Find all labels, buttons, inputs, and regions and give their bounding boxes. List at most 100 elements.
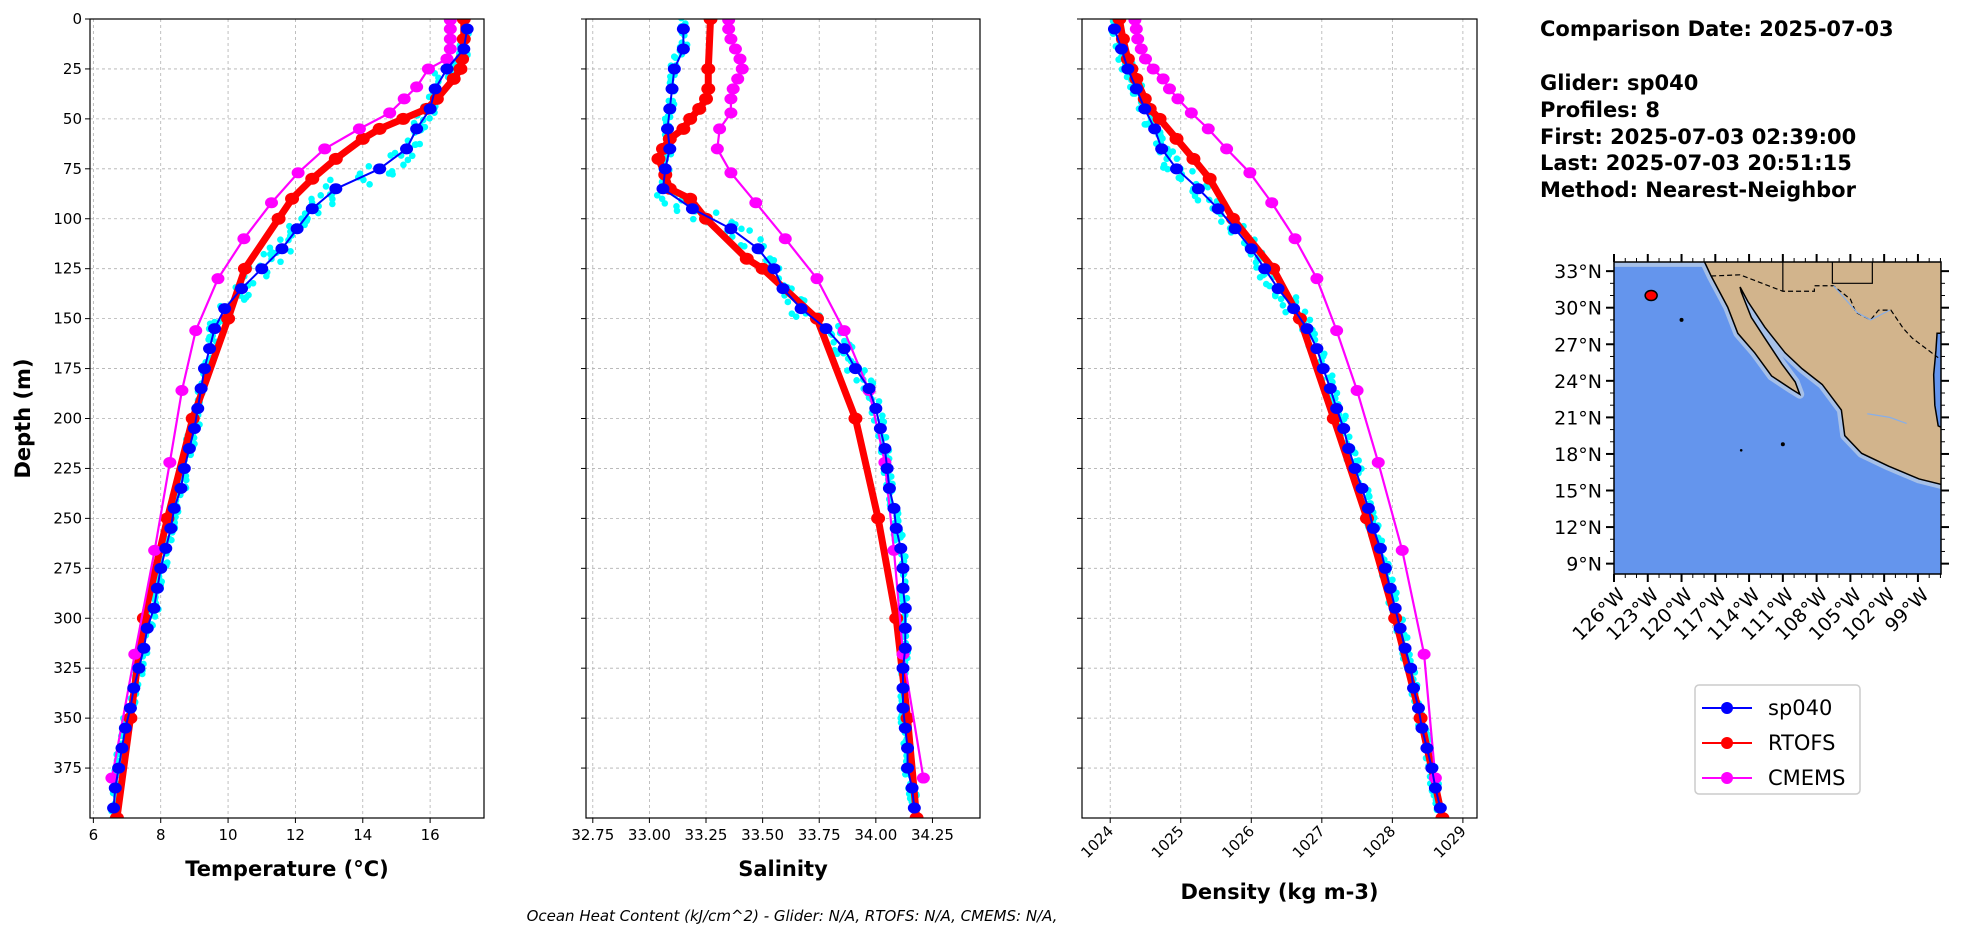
data-point-sp040 [423,103,437,115]
profile-point [746,227,753,234]
data-point-sp040 [194,383,208,395]
data-point-sp040 [898,642,912,654]
data-point-rtofs [1169,132,1184,145]
data-point-sp040 [882,482,896,494]
data-point-rtofs [285,192,300,205]
data-point-sp040 [410,123,424,135]
data-point-cmems [443,23,457,35]
data-point-cmems [724,107,738,119]
data-point-sp040 [1337,422,1351,434]
legend: sp040 RTOFS CMEMS [1694,684,1861,795]
y-tick-label: 200 [53,410,82,428]
data-point-rtofs [221,312,236,325]
data-point-rtofs [271,212,286,225]
data-point-cmems [1171,93,1185,105]
data-point-cmems [421,63,435,75]
data-point-sp040 [1398,642,1412,654]
data-point-cmems [724,93,738,105]
y-tick-label: 50 [63,110,82,128]
data-point-cmems [291,167,305,179]
data-point-cmems [722,19,736,26]
data-point-rtofs [456,32,471,45]
data-point-sp040 [1170,163,1184,175]
data-point-cmems [724,33,738,45]
legend-item-rtofs: RTOFS [1702,731,1835,755]
data-point-sp040 [1330,403,1344,415]
profile-point [267,250,274,258]
data-point-cmems [735,63,749,75]
y-tick-label: 75 [63,160,82,178]
data-point-rtofs [372,122,387,135]
x-tick-label: 33.25 [685,826,728,844]
data-point-cmems [1184,107,1198,119]
legend-label: CMEMS [1768,766,1846,790]
data-point-sp040 [905,782,919,794]
x-tick-label: 33.00 [628,826,671,844]
profile-point [260,250,268,258]
data-point-sp040 [127,682,141,694]
data-point-sp040 [140,622,154,634]
gulf-of-mexico [1932,332,1941,429]
data-point-cmems [1350,385,1364,397]
data-point-rtofs [701,82,716,95]
data-point-sp040 [197,363,211,375]
data-point-rtofs [1186,152,1201,165]
x-tick-label: 1029 [1430,822,1470,862]
x-tick-label: 33.50 [741,826,784,844]
location-map: 33°N30°N27°N24°N21°N18°N15°N12°N9°N126°W… [1554,254,1949,645]
series-line-sp040 [1113,28,1442,809]
data-point-sp040 [880,462,894,474]
data-point-cmems [1395,544,1409,556]
island [1780,442,1785,447]
profile-point [1320,350,1328,358]
data-point-sp040 [1355,482,1369,494]
data-point-sp040 [132,662,146,674]
data-point-cmems [410,81,424,93]
data-point-cmems [1265,197,1279,209]
profile-point [277,258,284,266]
profile-point [360,176,367,184]
profile-point [1389,576,1396,584]
data-point-sp040 [676,43,690,55]
profile-point [670,53,678,60]
data-point-sp040 [177,462,191,474]
profile-point [387,152,394,159]
data-point-cmems [1146,63,1160,75]
data-point-cmems [211,273,225,285]
y-tick-label: 325 [53,659,82,677]
data-point-sp040 [896,682,910,694]
profile-point [678,19,685,22]
data-point-sp040 [1404,662,1418,674]
profile-point [1311,330,1319,338]
data-point-sp040 [1323,383,1337,395]
data-point-sp040 [107,802,121,814]
data-point-cmems [1417,648,1431,660]
data-point-sp040 [1428,782,1442,794]
x-tick-label: 34.00 [854,826,897,844]
data-point-rtofs [755,262,770,275]
axes-frame [1081,18,1478,819]
data-point-sp040 [1407,682,1421,694]
data-point-sp040 [275,243,289,255]
data-point-cmems [1288,233,1302,245]
data-point-sp040 [819,323,833,335]
profile-point [404,156,412,164]
x-tick-label: 6 [89,826,99,844]
data-point-cmems [443,43,457,55]
data-point-rtofs [446,72,461,85]
data-point-cmems [749,197,763,209]
profile-point [1175,174,1183,182]
data-point-sp040 [665,83,679,95]
profile-point [1282,308,1289,316]
data-point-sp040 [1155,143,1169,155]
data-point-sp040 [112,762,126,774]
profile-point [830,339,837,346]
x-tick-label: 1024 [1077,822,1117,862]
data-point-rtofs [1388,612,1403,625]
data-point-rtofs [871,512,886,525]
y-tick-label: 0 [72,10,82,28]
data-point-sp040 [751,243,765,255]
data-point-rtofs [328,152,343,165]
data-point-rtofs [1225,212,1240,225]
x-axis-label: Density (kg m-3) [1180,880,1378,904]
